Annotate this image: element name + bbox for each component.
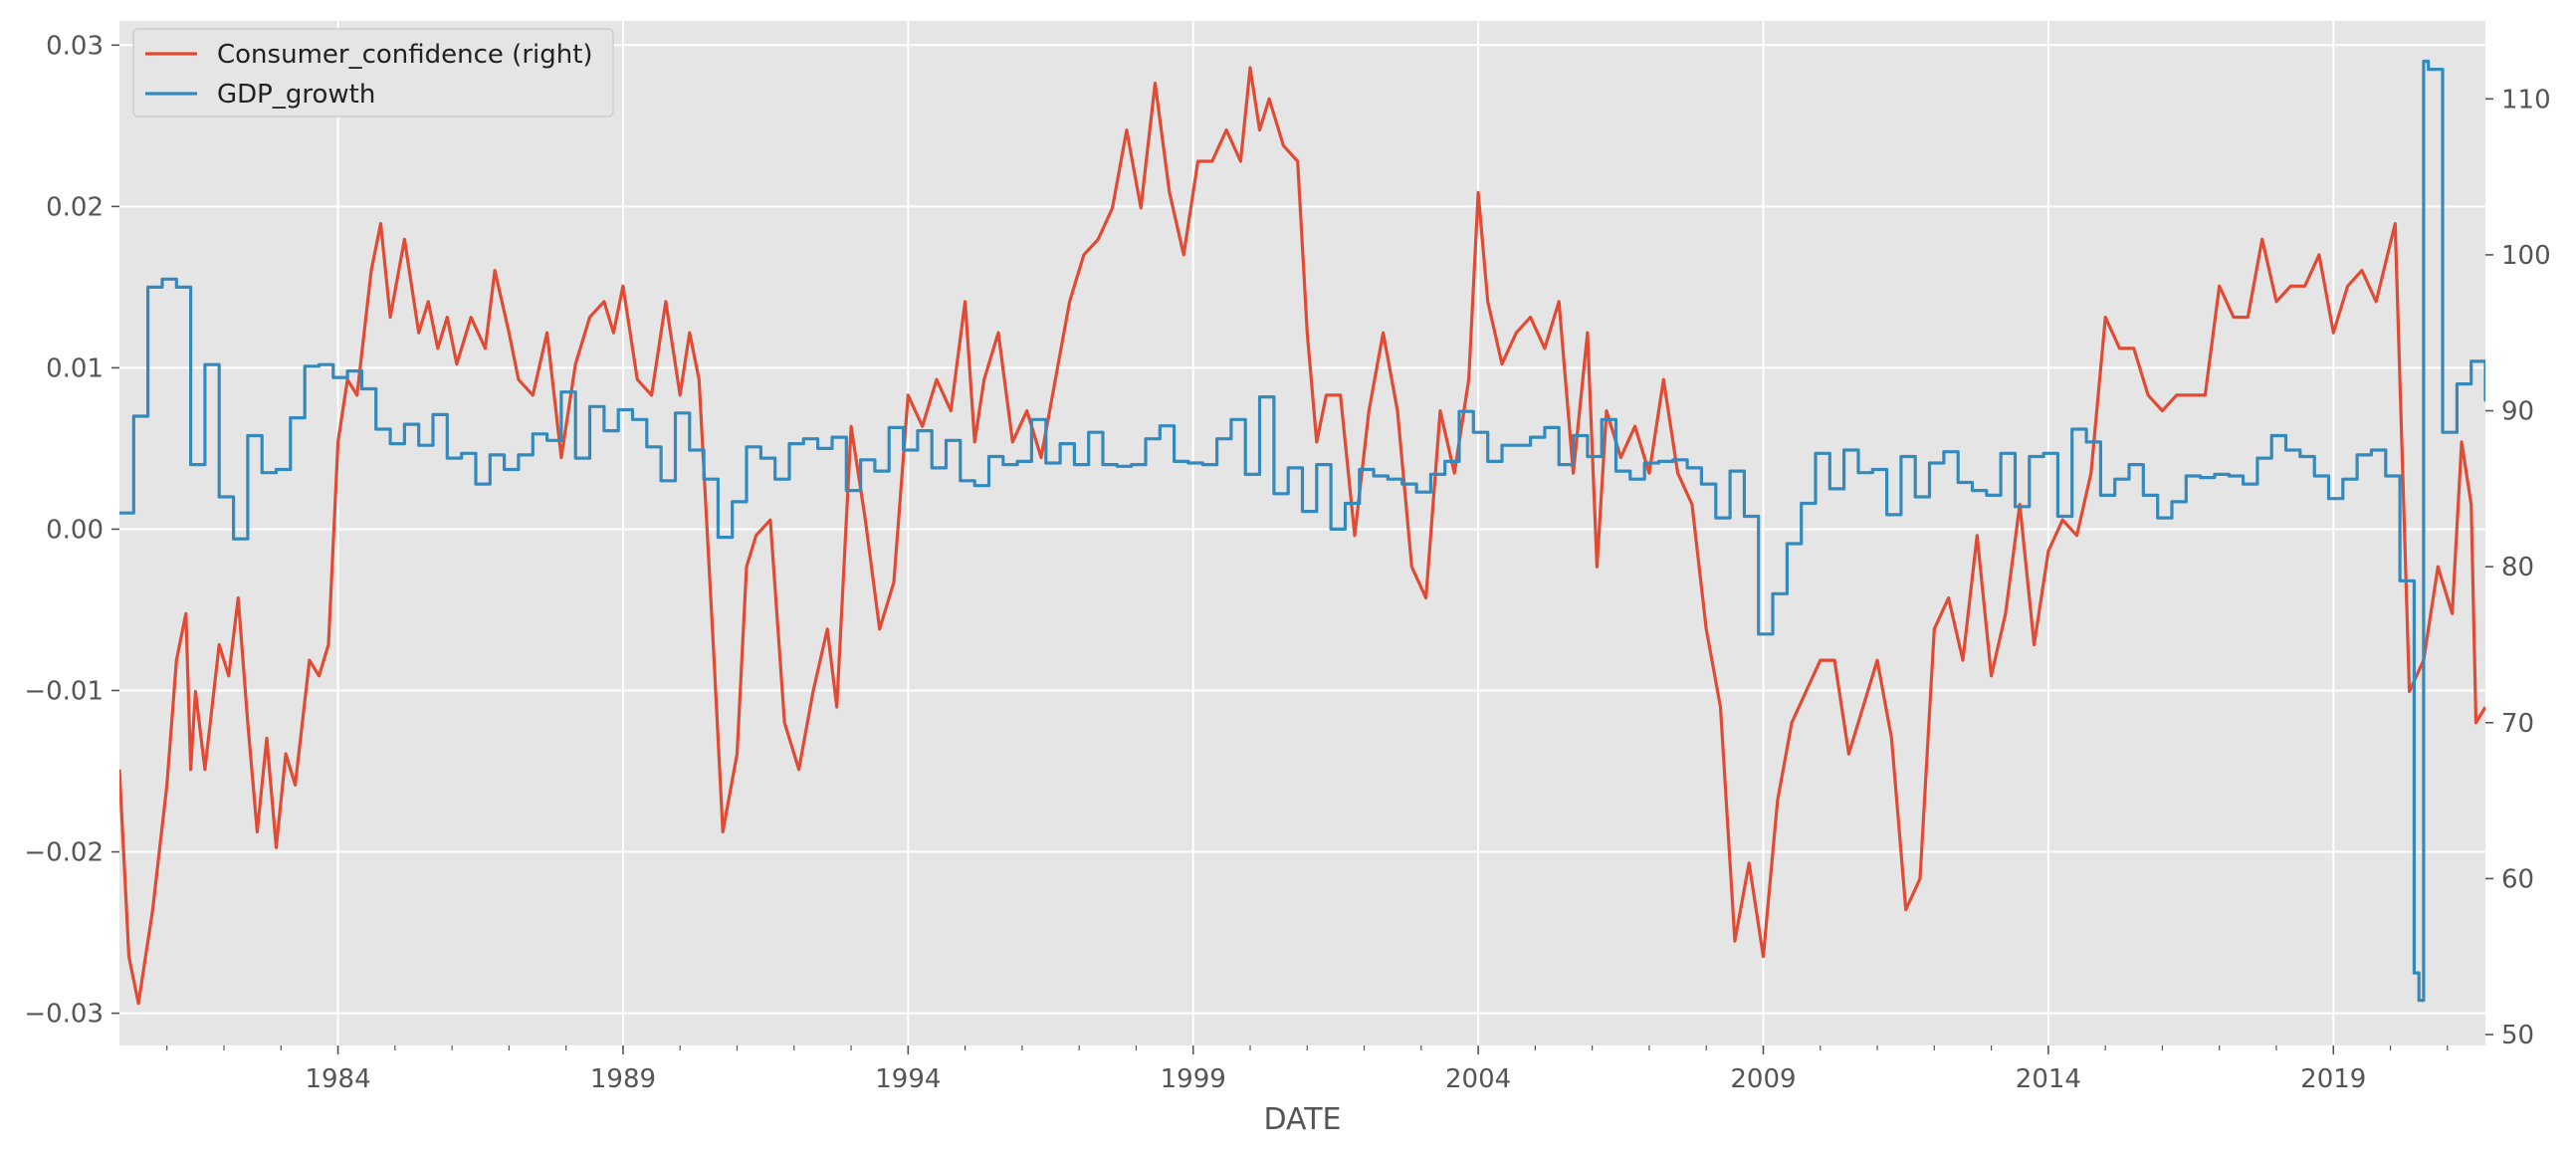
right-y-axis: 50 60 70 80 90 100 110: [2485, 85, 2551, 1050]
right-y-tick-label: 50: [2501, 1021, 2534, 1050]
x-tick-label: 2019: [2300, 1064, 2366, 1094]
right-y-tick-label: 90: [2501, 397, 2534, 427]
legend: Consumer_confidence (right) GDP_growth: [132, 28, 614, 117]
left-y-tick-label: 0.01: [46, 353, 104, 383]
right-y-tick-label: 60: [2501, 864, 2534, 894]
x-tick-label: 1994: [875, 1064, 941, 1094]
left-y-tick-label: 0.03: [46, 31, 104, 61]
x-tick-label: 1989: [590, 1064, 656, 1094]
left-y-axis: −0.03 −0.02 −0.01 0.00 0.01 0.02 0.03: [24, 31, 119, 1030]
left-y-tick-label: −0.01: [24, 676, 104, 706]
right-y-tick-label: 80: [2501, 553, 2534, 582]
left-y-tick-label: −0.02: [24, 838, 104, 868]
x-tick-label: 1984: [305, 1064, 370, 1094]
right-y-tick-label: 100: [2501, 241, 2551, 271]
x-tick-label: 2004: [1445, 1064, 1511, 1094]
left-y-tick-label: 0.00: [46, 515, 104, 545]
x-axis-label: DATE: [1263, 1102, 1341, 1137]
legend-label: GDP_growth: [217, 80, 375, 110]
series-layer: [119, 59, 2485, 1006]
x-tick-label: 2014: [2016, 1064, 2081, 1094]
x-tick-label: 2009: [1730, 1064, 1796, 1094]
legend-label: Consumer_confidence (right): [217, 40, 593, 70]
plot-area: [119, 21, 2485, 1045]
grid: [119, 21, 2485, 1045]
x-tick-label: 1999: [1161, 1064, 1226, 1094]
left-y-tick-label: −0.03: [24, 1000, 104, 1030]
series-line-0: [119, 66, 2485, 1006]
x-axis: 1984 1989 1994 1999 2004 2009 2014 2019: [166, 1045, 2449, 1094]
series-line-1: [119, 59, 2485, 1003]
legend-box: [132, 28, 614, 117]
right-y-tick-label: 70: [2501, 709, 2534, 739]
right-y-tick-label: 110: [2501, 85, 2551, 115]
left-y-tick-label: 0.02: [46, 192, 104, 222]
